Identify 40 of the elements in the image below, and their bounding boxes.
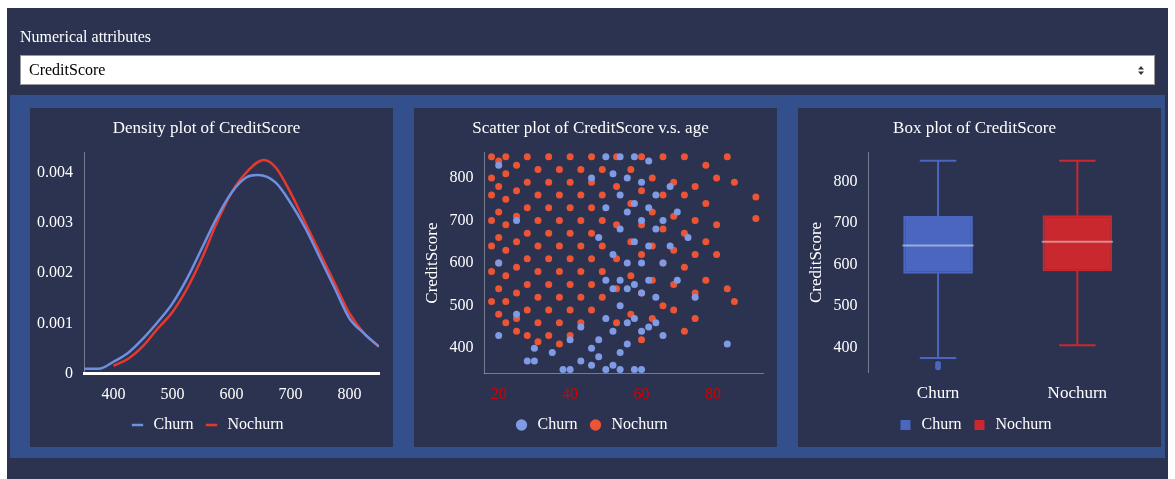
legend-label: Churn	[153, 415, 194, 433]
x-tick-label: 500	[160, 384, 185, 402]
x-tick-label: 700	[278, 384, 303, 402]
y-tick-label: 800	[449, 168, 474, 186]
y-tick-label: 800	[833, 171, 858, 189]
x-tick-label: 40	[562, 384, 579, 402]
x-tick-label: Nochurn	[1047, 383, 1108, 403]
text: CreditScore	[29, 61, 106, 78]
x-tick-label: 80	[704, 384, 721, 402]
x-tick-label: 400	[101, 384, 126, 402]
y-tick-label: 500	[449, 295, 474, 313]
x-tick-label: 600	[219, 384, 244, 402]
x-tick-label: 800	[337, 384, 362, 402]
legend-label: Nochurn	[227, 415, 284, 433]
y-tick-label: 600	[833, 254, 858, 272]
chart-title: Box plot of CreditScore	[893, 117, 1056, 137]
legend-label: Nochurn	[995, 415, 1052, 433]
x-tick-label: Churn	[916, 383, 960, 403]
legend-label: Nochurn	[611, 415, 668, 433]
y-tick-label: 400	[449, 338, 474, 356]
y-tick-label: 0.003	[37, 213, 73, 231]
line-series	[84, 173, 379, 371]
legend-label: Churn	[537, 415, 578, 433]
chart-title: Density plot of CreditScore	[112, 117, 301, 137]
y-tick-label: 400	[833, 337, 858, 355]
legend-label: Churn	[921, 415, 962, 433]
y-tick-label: 0.004	[37, 162, 73, 180]
y-axis-title: CreditScore	[421, 222, 441, 304]
x-tick-label: 60	[633, 384, 650, 402]
y-tick-label: 700	[833, 213, 858, 231]
chart-title: Scatter plot of CreditScore v.s. age	[472, 117, 709, 137]
text: Numerical attributes	[20, 27, 153, 47]
y-tick-label: 700	[449, 210, 474, 228]
y-tick-label: 0.002	[37, 263, 73, 281]
y-axis-title: CreditScore	[805, 221, 825, 304]
x-tick-label: 20	[490, 384, 507, 402]
y-tick-label: 600	[449, 253, 474, 271]
y-tick-label: 500	[833, 296, 858, 314]
y-tick-label: 0	[65, 364, 73, 381]
y-tick-label: 0.001	[37, 313, 73, 331]
